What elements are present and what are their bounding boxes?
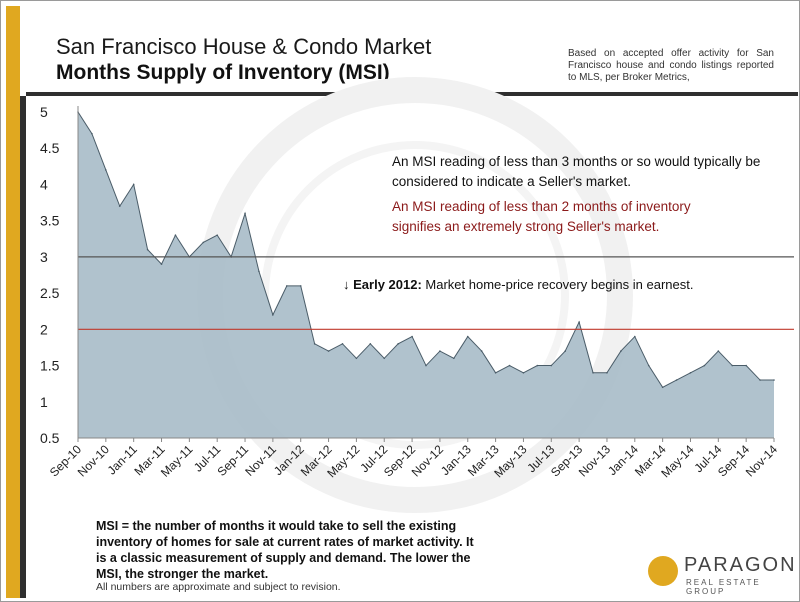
logo-name: PARAGON <box>684 554 797 576</box>
x-tick-label: Nov-13 <box>576 442 613 479</box>
msi-point <box>508 364 511 367</box>
msi-point <box>216 234 218 236</box>
msi-point <box>244 212 246 215</box>
msi-point <box>453 357 455 360</box>
msi-point <box>411 335 413 338</box>
title-line1: San Francisco House & Condo Market <box>56 34 432 59</box>
msi-point <box>202 241 205 244</box>
msi-point <box>773 379 775 381</box>
msi-point <box>717 350 720 352</box>
gold-accent-bar <box>6 6 20 598</box>
y-tick-label: 2.5 <box>40 285 60 301</box>
msi-point <box>745 364 747 367</box>
msi-point <box>466 335 469 338</box>
msi-point <box>620 350 622 352</box>
source-note: Based on accepted offer activity for San… <box>568 48 774 83</box>
msi-point <box>703 364 706 367</box>
msi-point <box>105 169 107 171</box>
msi-point <box>174 234 177 236</box>
title-line2: Months Supply of Inventory (MSI) <box>56 61 390 84</box>
msi-point <box>494 372 497 374</box>
msi-point <box>759 379 761 381</box>
msi-point <box>661 386 664 389</box>
msi-point <box>522 372 525 374</box>
msi-definition: MSI = the number of months it would take… <box>96 519 474 581</box>
msi-point <box>439 350 441 352</box>
msi-point <box>258 270 260 273</box>
msi-point <box>397 343 399 345</box>
msi-point <box>425 364 427 367</box>
x-tick-label: Nov-10 <box>75 442 112 479</box>
y-tick-label: 4.5 <box>40 140 60 156</box>
msi-point <box>355 357 358 360</box>
recovery-text: Market home-price recovery begins in ear… <box>421 277 694 292</box>
y-tick-label: 3.5 <box>40 213 60 229</box>
y-tick-label: 1 <box>40 394 48 410</box>
y-tick-label: 3 <box>40 249 48 265</box>
msi-point <box>286 285 288 287</box>
y-tick-label: 2 <box>40 321 48 337</box>
strong-seller-market-note: An MSI reading of less than 2 months of … <box>392 199 691 234</box>
dark-accent-bar <box>20 96 26 598</box>
recovery-note: ↓ Early 2012: Market home-price recovery… <box>343 275 693 295</box>
msi-point <box>299 285 302 287</box>
logo-subtitle: REAL ESTATE GROUP <box>686 578 761 596</box>
msi-point <box>341 343 344 345</box>
msi-point <box>160 263 163 265</box>
msi-point <box>550 364 553 367</box>
msi-point <box>689 372 692 374</box>
msi-point <box>564 350 566 352</box>
msi-point <box>731 364 734 367</box>
msi-point <box>313 343 316 345</box>
msi-point <box>536 364 539 367</box>
msi-point <box>592 372 594 374</box>
y-tick-label: 5 <box>40 104 48 120</box>
msi-point <box>118 205 121 207</box>
down-arrow-icon: ↓ <box>343 277 350 292</box>
msi-point <box>272 314 274 316</box>
y-tick-label: 0.5 <box>40 430 60 446</box>
y-tick-label: 1.5 <box>40 358 60 374</box>
x-tick-label: May-11 <box>158 442 196 480</box>
msi-area <box>78 112 774 438</box>
msi-point <box>634 335 636 338</box>
seller-market-note: An MSI reading of less than 3 months or … <box>392 154 761 189</box>
recovery-date: Early 2012: <box>353 277 422 292</box>
msi-point <box>480 350 483 352</box>
msi-point <box>91 132 93 135</box>
msi-point <box>132 183 135 186</box>
msi-point <box>146 248 149 251</box>
paragon-logo-icon <box>648 556 678 586</box>
msi-point <box>383 357 386 360</box>
msi-point <box>369 343 372 345</box>
x-tick-label: Nov-14 <box>743 442 780 479</box>
disclaimer: All numbers are approximate and subject … <box>96 581 341 593</box>
msi-point <box>578 321 580 323</box>
msi-point <box>675 379 678 381</box>
msi-point <box>647 364 650 367</box>
y-tick-label: 4 <box>40 176 48 192</box>
msi-point <box>606 372 608 374</box>
msi-point <box>327 350 330 352</box>
